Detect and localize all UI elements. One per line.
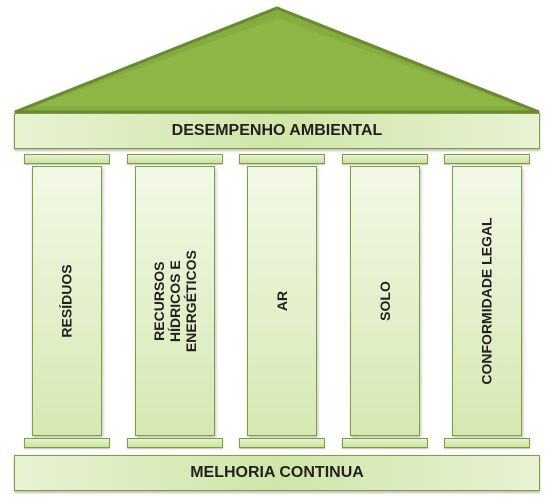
pillar-conformidade: CONFORMIDADE LEGAL [444, 154, 530, 448]
pillar-shaft: RESÍDUOS [32, 166, 102, 436]
pillar-cap-bottom [342, 438, 428, 448]
pillar-ar: AR [239, 154, 325, 448]
pillar-cap-top [342, 154, 428, 164]
pillar-cap-top [239, 154, 325, 164]
pillar-cap-top [444, 154, 530, 164]
pillar-label: AR [274, 291, 290, 311]
pillar-cap-bottom [24, 438, 110, 448]
pillar-cap-bottom [127, 438, 223, 448]
pillar-row: RESÍDUOS RECURSOS HÍDRICOS E ENERGÉTICOS… [24, 154, 530, 448]
pillar-cap-top [127, 154, 223, 164]
pillar-label: CONFORMIDADE LEGAL [479, 217, 495, 384]
pillar-shaft: SOLO [350, 166, 420, 436]
pillar-shaft: CONFORMIDADE LEGAL [452, 166, 522, 436]
pillar-cap-top [24, 154, 110, 164]
pillar-cap-bottom [239, 438, 325, 448]
pillar-cap-bottom [444, 438, 530, 448]
footer-text: MELHORIA CONTINUA [190, 464, 364, 482]
pillar-label: SOLO [376, 281, 392, 321]
pillar-shaft: AR [247, 166, 317, 436]
header-band: DESEMPENHO AMBIENTAL [14, 113, 540, 149]
pillar-label: RECURSOS HÍDRICOS E ENERGÉTICOS [150, 250, 198, 352]
pillar-solo: SOLO [342, 154, 428, 448]
pillar-recursos: RECURSOS HÍDRICOS E ENERGÉTICOS [127, 154, 223, 448]
pillar-residuos: RESÍDUOS [24, 154, 110, 448]
header-text: DESEMPENHO AMBIENTAL [172, 122, 383, 140]
footer-band: MELHORIA CONTINUA [14, 455, 540, 491]
pillar-shaft: RECURSOS HÍDRICOS E ENERGÉTICOS [135, 166, 215, 436]
pillar-label: RESÍDUOS [59, 264, 75, 337]
temple-roof [7, 4, 547, 116]
temple-diagram: DESEMPENHO AMBIENTAL RESÍDUOS RECURSOS H… [0, 0, 554, 501]
